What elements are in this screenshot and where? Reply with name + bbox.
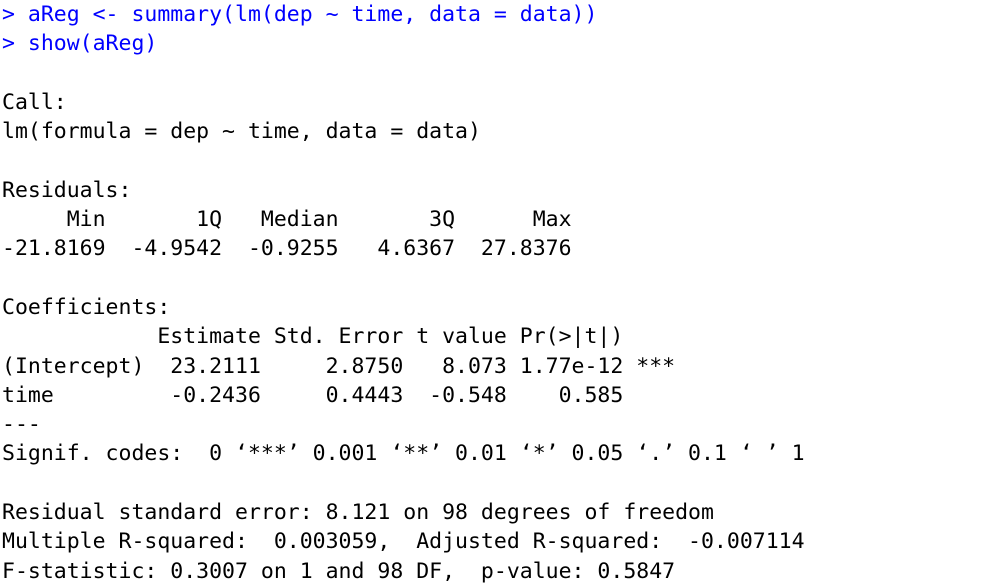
r-squared-line: Multiple R-squared: 0.003059, Adjusted R… <box>2 529 818 555</box>
console-command-line: > aReg <- summary(lm(dep ~ time, data = … <box>2 2 598 27</box>
separator-line: --- <box>2 412 41 438</box>
residuals-values-row: -21.8169 -4.9542 -0.9255 4.6367 27.8376 <box>2 236 585 262</box>
coefficients-row-intercept: (Intercept) 23.2111 2.8750 8.073 1.77e-1… <box>2 353 676 379</box>
call-formula: lm(formula = dep ~ time, data = data) <box>2 119 481 145</box>
console-blank-line <box>2 146 1002 175</box>
console-command-line: > show(aReg) <box>2 31 158 57</box>
f-statistic-line: F-statistic: 0.3007 on 1 and 98 DF, p-va… <box>2 558 676 584</box>
residuals-header-row: Min 1Q Median 3Q Max <box>2 207 585 233</box>
coefficients-row-time: time -0.2436 0.4443 -0.548 0.585 <box>2 382 676 408</box>
console-blank-line <box>2 59 1002 88</box>
call-heading: Call: <box>2 89 67 115</box>
coefficients-header-row: Estimate Std. Error t value Pr(>|t|) <box>2 324 676 350</box>
coefficients-heading: Coefficients: <box>2 294 171 320</box>
residuals-heading: Residuals: <box>2 177 132 203</box>
console-blank-line <box>2 264 1002 293</box>
console-blank-line <box>2 469 1002 498</box>
residual-std-error-line: Residual standard error: 8.121 on 98 deg… <box>2 500 714 526</box>
signif-codes-line: Signif. codes: 0 ‘***’ 0.001 ‘**’ 0.01 ‘… <box>2 441 805 467</box>
